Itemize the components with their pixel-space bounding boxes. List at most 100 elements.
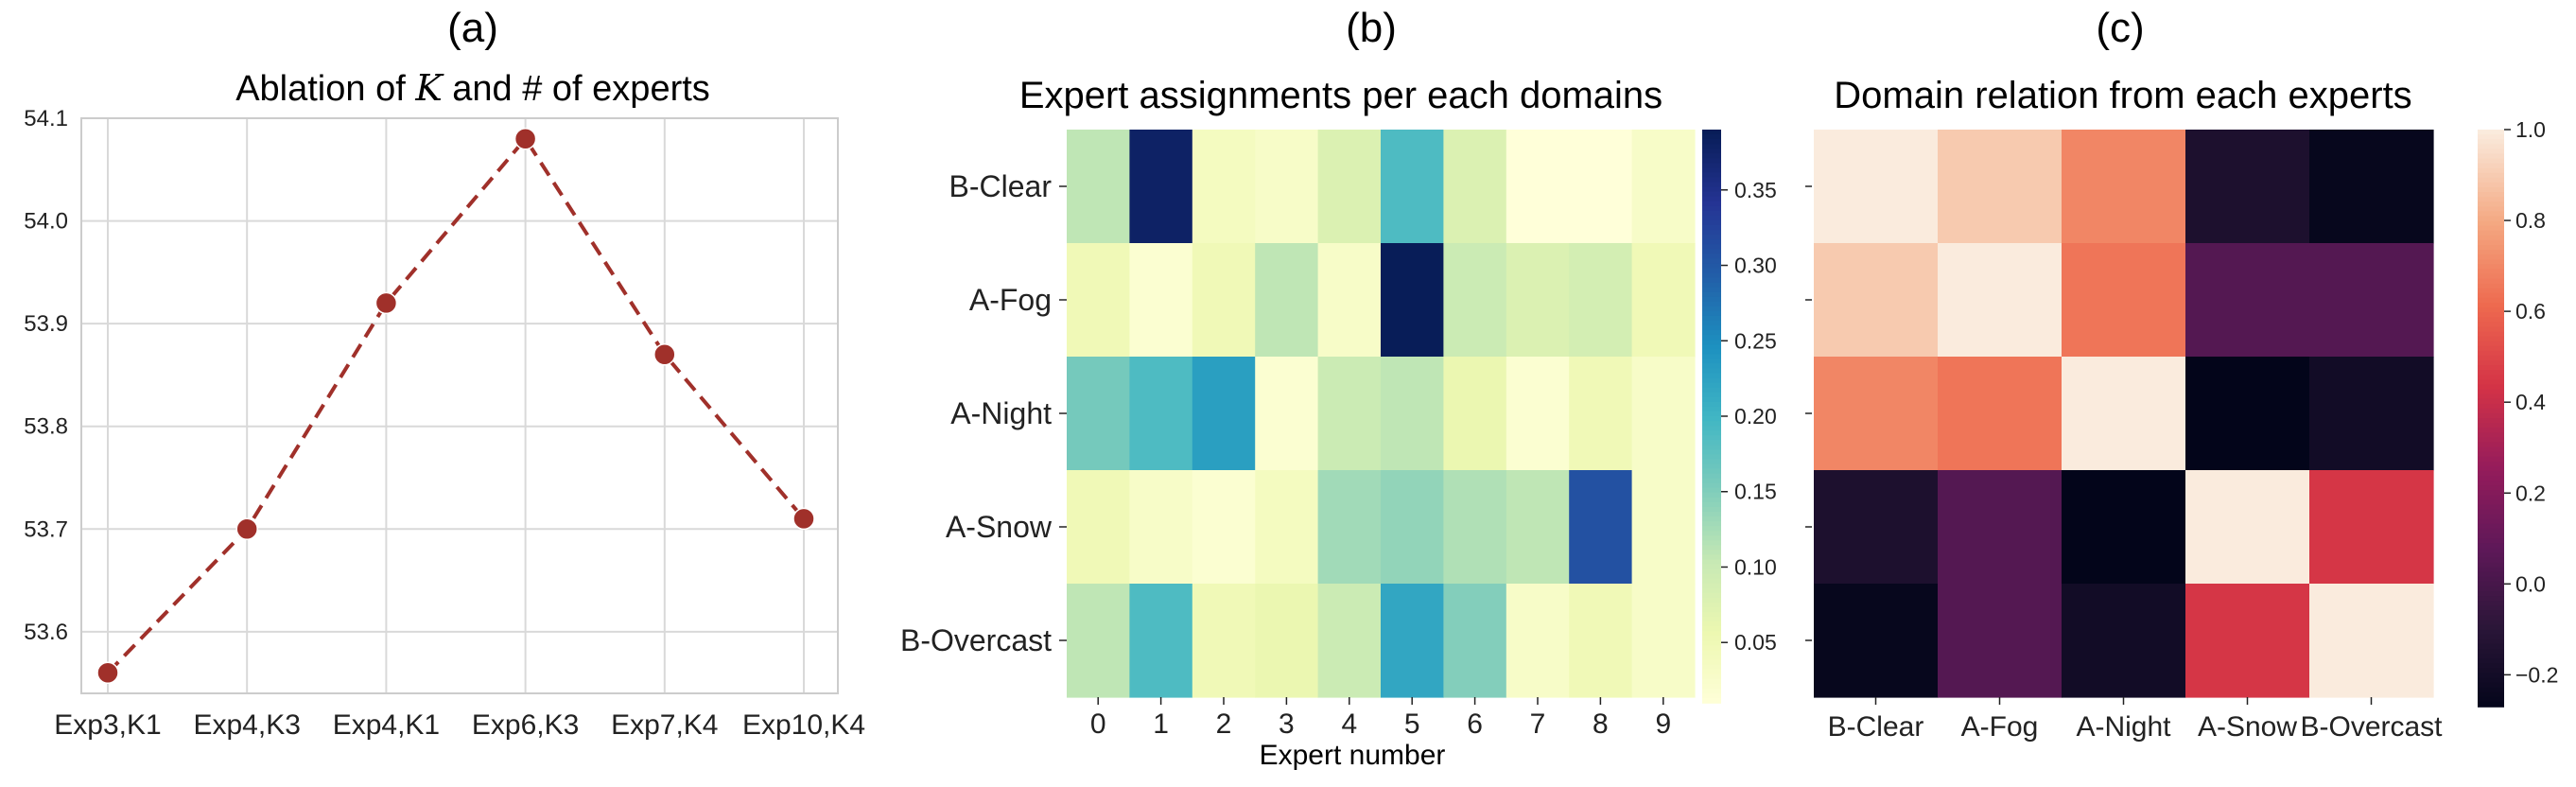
heatmap-cell bbox=[1129, 130, 1193, 244]
x-tick-label: A-Night bbox=[2076, 711, 2171, 743]
colorbar-segment bbox=[1702, 139, 1721, 145]
colorbar-segment bbox=[2478, 514, 2504, 520]
y-tick-label: A-Night bbox=[950, 396, 1052, 430]
heatmap-cell bbox=[1067, 130, 1130, 244]
colorbar-segment bbox=[1702, 363, 1721, 370]
colorbar-tick-label: 0.25 bbox=[1734, 328, 1777, 353]
colorbar-tick-label: 0.15 bbox=[1734, 480, 1777, 504]
colorbar-segment bbox=[2478, 345, 2504, 352]
line-markers bbox=[96, 127, 815, 685]
heatmap-cell bbox=[1631, 470, 1696, 585]
heatmap-cell bbox=[1255, 357, 1319, 471]
domain-heatmap-y-ticks bbox=[1805, 185, 1812, 641]
colorbar-segment bbox=[1702, 559, 1721, 566]
colorbar-segment bbox=[1702, 573, 1721, 580]
colorbar-segment bbox=[1702, 602, 1721, 608]
colorbar-segment bbox=[1702, 130, 1721, 135]
heatmap-cell bbox=[1381, 584, 1444, 698]
colorbar-segment bbox=[2478, 220, 2504, 227]
colorbar-segment bbox=[2478, 591, 2504, 597]
colorbar-segment bbox=[2478, 567, 2504, 573]
x-tick-label: Exp10,K4 bbox=[742, 709, 865, 741]
heatmap-cell bbox=[1381, 470, 1444, 585]
colorbar-segment bbox=[1702, 564, 1721, 570]
y-tick-label: B-Overcast bbox=[900, 623, 1052, 657]
colorbar-segment bbox=[1702, 335, 1721, 341]
heatmap-cell bbox=[1938, 243, 2063, 358]
colorbar-segment bbox=[1702, 254, 1721, 260]
colorbar-segment bbox=[2478, 432, 2504, 439]
colorbar-segment bbox=[2478, 423, 2504, 428]
colorbar-segment bbox=[2478, 303, 2504, 308]
colorbar-segment bbox=[1702, 368, 1721, 375]
colorbar-segment bbox=[1702, 406, 1721, 412]
colorbar-segment bbox=[1702, 359, 1721, 365]
colorbar-segment bbox=[1702, 373, 1721, 379]
colorbar-segment bbox=[1702, 340, 1721, 346]
colorbar-segment bbox=[1702, 512, 1721, 517]
heatmap-cell bbox=[1631, 130, 1696, 244]
heatmap-cell bbox=[2062, 357, 2186, 471]
heatmap-cell bbox=[1255, 584, 1319, 698]
colorbar-segment bbox=[2478, 543, 2504, 550]
colorbar-segment bbox=[1702, 258, 1721, 265]
heatmap-cell bbox=[1506, 130, 1570, 244]
colorbar-segment bbox=[2478, 134, 2504, 140]
colorbar-segment bbox=[2478, 677, 2504, 684]
heatmap-cell bbox=[1814, 130, 1939, 244]
colorbar-segment bbox=[2478, 596, 2504, 602]
heatmap-cell bbox=[2309, 584, 2434, 698]
colorbar-segment bbox=[1702, 669, 1721, 675]
colorbar-tick-label: 0.0 bbox=[2515, 571, 2546, 596]
colorbar-segment bbox=[2478, 696, 2504, 703]
expert-heatmap-title: Expert assignments per each domains bbox=[1019, 75, 1662, 116]
heatmap-cell bbox=[1317, 243, 1382, 358]
heatmap-cell bbox=[1443, 584, 1507, 698]
colorbar-segment bbox=[2478, 461, 2504, 467]
expert-heatmap-y-ticks: B-Clear A-Fog A-Night A-Snow B-Overcast bbox=[900, 169, 1067, 657]
heatmap-cell bbox=[2185, 357, 2310, 471]
colorbar-segment bbox=[1702, 219, 1721, 226]
heatmap-cell bbox=[1067, 584, 1130, 698]
x-tick-label: B-Clear bbox=[1828, 711, 1924, 743]
colorbar-segment bbox=[2478, 192, 2504, 198]
colorbar-segment bbox=[2478, 245, 2504, 251]
colorbar-segment bbox=[2478, 201, 2504, 208]
heatmap-cell bbox=[1631, 584, 1696, 698]
heatmap-cell bbox=[1506, 357, 1570, 471]
colorbar-segment bbox=[1702, 478, 1721, 484]
colorbar-segment bbox=[2478, 365, 2504, 371]
heatmap-cell bbox=[1938, 584, 2063, 698]
colorbar-segment bbox=[2478, 691, 2504, 698]
colorbar-segment bbox=[1702, 578, 1721, 585]
colorbar-segment bbox=[2478, 350, 2504, 357]
colorbar-segment bbox=[2478, 446, 2504, 453]
colorbar-tick-label: 0.10 bbox=[1734, 554, 1777, 579]
x-tick-label: B-Overcast bbox=[2300, 711, 2443, 743]
colorbar-segment bbox=[2478, 504, 2504, 511]
data-point bbox=[235, 517, 258, 541]
colorbar-segment bbox=[2478, 312, 2504, 319]
colorbar-segment bbox=[1702, 583, 1721, 589]
y-tick-label: 54.0 bbox=[24, 209, 68, 235]
heatmap-cell bbox=[2309, 130, 2434, 244]
colorbar-segment bbox=[2478, 586, 2504, 592]
x-tick-label: 9 bbox=[1655, 708, 1671, 740]
colorbar-segment bbox=[1702, 540, 1721, 547]
heatmap-cell bbox=[1192, 357, 1256, 471]
colorbar-segment bbox=[2478, 197, 2504, 203]
colorbar-segment bbox=[1702, 401, 1721, 408]
colorbar-segment bbox=[2478, 437, 2504, 444]
colorbar-tick-label: 1.0 bbox=[2515, 117, 2546, 142]
colorbar-segment bbox=[1702, 172, 1721, 179]
colorbar-segment bbox=[1702, 526, 1721, 532]
heatmap-cell bbox=[2062, 470, 2186, 585]
data-point bbox=[374, 291, 398, 315]
colorbar-tick-label: −0.2 bbox=[2515, 662, 2558, 687]
colorbar-segment bbox=[2478, 673, 2504, 679]
colorbar-segment bbox=[1702, 330, 1721, 336]
x-tick-label: 4 bbox=[1341, 708, 1357, 740]
colorbar-segment bbox=[1702, 501, 1721, 508]
colorbar-segment bbox=[1702, 201, 1721, 207]
colorbar-segment bbox=[1702, 205, 1721, 212]
